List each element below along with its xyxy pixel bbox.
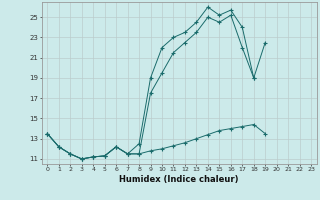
X-axis label: Humidex (Indice chaleur): Humidex (Indice chaleur) xyxy=(119,175,239,184)
